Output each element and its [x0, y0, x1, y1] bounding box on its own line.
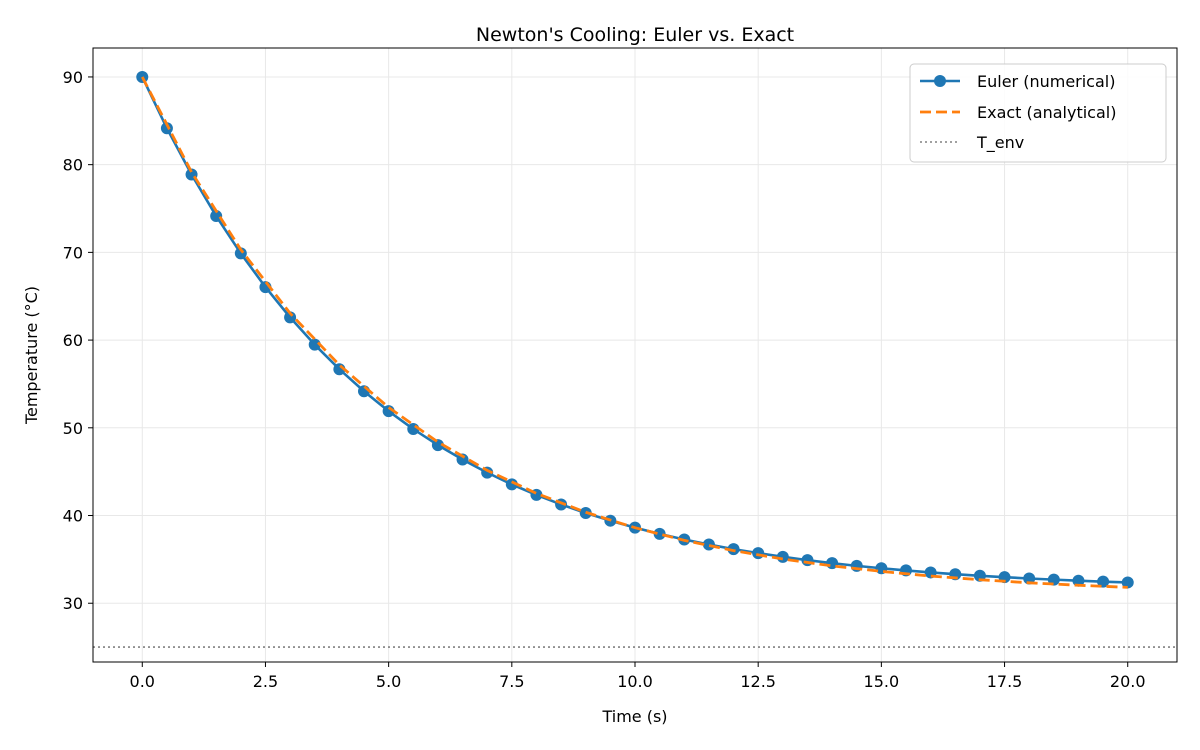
euler-point [702, 538, 715, 551]
euler-point [234, 247, 247, 260]
x-tick-label: 0.0 [130, 672, 155, 691]
x-tick-label: 2.5 [253, 672, 278, 691]
euler-point [308, 338, 321, 351]
euler-point [210, 210, 223, 223]
y-tick-label: 60 [63, 331, 83, 350]
euler-point [653, 527, 666, 540]
y-tick-label: 50 [63, 419, 83, 438]
chart-title: Newton's Cooling: Euler vs. Exact [476, 24, 794, 46]
series-group [136, 70, 1134, 589]
euler-point [160, 122, 173, 135]
y-axis-ticks: 30 40 50 60 70 80 90 [63, 68, 93, 613]
x-axis-ticks: 0.0 2.5 5.0 7.5 10.0 12.5 15.0 17.5 20.0 [130, 662, 1146, 691]
legend: Euler (numerical) Exact (analytical) T_env [909, 63, 1167, 163]
euler-point [1072, 574, 1085, 587]
legend-box [909, 63, 1167, 163]
legend-euler-swatch-marker [934, 75, 946, 87]
x-axis-label: Time (s) [601, 707, 667, 726]
euler-point [776, 550, 789, 563]
euler-point [505, 478, 518, 491]
euler-point [1121, 576, 1134, 589]
legend-label: Euler (numerical) [977, 72, 1115, 91]
euler-point [1023, 572, 1036, 585]
y-tick-label: 70 [63, 243, 83, 262]
euler-point [456, 453, 469, 466]
y-tick-label: 80 [63, 156, 83, 175]
euler-point [727, 543, 740, 556]
euler-point [1097, 575, 1110, 588]
x-tick-label: 20.0 [1110, 672, 1146, 691]
x-tick-label: 10.0 [617, 672, 653, 691]
legend-label: Exact (analytical) [977, 103, 1116, 122]
y-tick-label: 40 [63, 507, 83, 526]
exact-line [141, 76, 1128, 589]
y-tick-label: 90 [63, 68, 83, 87]
x-tick-label: 15.0 [864, 672, 900, 691]
euler-point [752, 547, 765, 560]
x-tick-label: 5.0 [376, 672, 401, 691]
x-tick-label: 12.5 [740, 672, 776, 691]
x-tick-label: 17.5 [987, 672, 1023, 691]
y-tick-label: 30 [63, 594, 83, 613]
y-axis-label: Temperature (°C) [22, 286, 41, 425]
x-tick-label: 7.5 [499, 672, 524, 691]
euler-point [431, 439, 444, 452]
legend-label: T_env [976, 133, 1024, 153]
